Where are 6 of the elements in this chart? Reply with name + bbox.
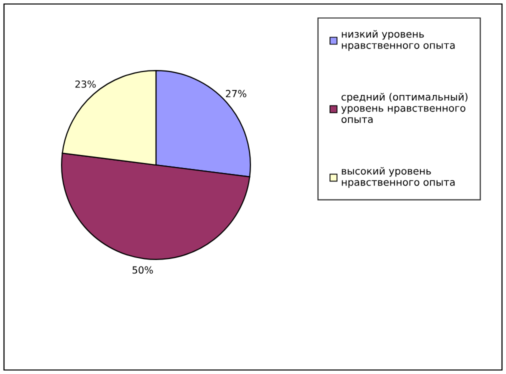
data-label: 27% bbox=[226, 90, 246, 98]
legend-label: низкий уровень нравственного опыта bbox=[342, 30, 455, 51]
data-label: 50% bbox=[132, 266, 153, 274]
legend-label: средний (оптимальный) уровень нравственного опыта bbox=[341, 92, 468, 124]
legend-label: высокий уровень нравственного опыта bbox=[342, 166, 455, 188]
data-label: 23% bbox=[75, 80, 96, 88]
